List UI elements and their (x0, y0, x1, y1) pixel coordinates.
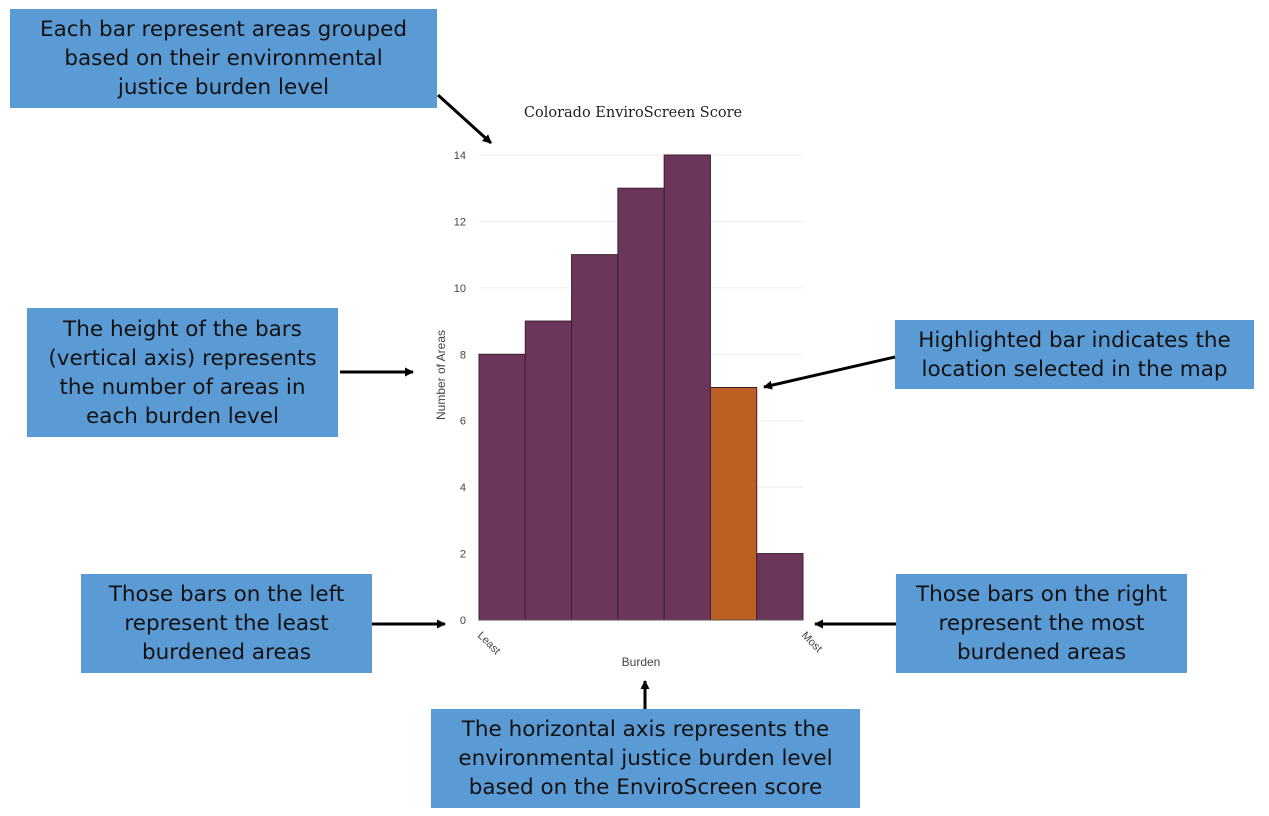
y-tick-label: 10 (454, 283, 466, 295)
bar (663, 154, 711, 621)
callout-line: burdened areas (141, 640, 312, 665)
callout-right-bars: Those bars on the right represent the mo… (896, 574, 1187, 673)
bars (478, 154, 804, 621)
callout-line: Those bars on the left (108, 582, 345, 607)
y-tick-label: 6 (460, 416, 466, 428)
callout-line: location selected in the map (921, 356, 1228, 382)
callout-line: justice burden level (117, 75, 330, 100)
x-axis-title: Burden (622, 655, 661, 669)
y-tick-label: 4 (460, 482, 466, 494)
callout-line: represent the least (124, 611, 329, 636)
bar (478, 353, 526, 621)
callout-line: based on their environmental (64, 46, 383, 71)
callout-line: each burden level (86, 403, 279, 429)
callout-left-bars: Those bars on the left represent the lea… (81, 574, 372, 673)
y-axis-ticks: 0 2 4 6 8 10 12 14 (454, 150, 466, 627)
y-tick-label: 8 (460, 349, 466, 361)
arrow-to-bars (436, 93, 493, 145)
y-tick-label: 2 (460, 549, 466, 561)
callout-horizontal-axis: The horizontal axis represents the envir… (431, 709, 860, 808)
callout-line: Those bars on the right (915, 582, 1168, 607)
callout-line: The height of the bars (63, 316, 302, 342)
x-tick-label-least: Least (475, 630, 503, 658)
y-axis-title: Number of Areas (434, 330, 448, 420)
x-tick-label-most: Most (799, 630, 824, 655)
callout-bars-grouped: Each bar represent areas grouped based o… (10, 9, 437, 108)
callout-line: Highlighted bar indicates the (918, 327, 1231, 353)
y-tick-label: 12 (454, 216, 466, 228)
callout-line: environmental justice burden level (458, 746, 833, 771)
callout-highlighted-bar: Highlighted bar indicates the location s… (895, 320, 1254, 389)
bar (571, 254, 619, 621)
chart-title: Colorado EnviroScreen Score (524, 105, 742, 121)
callout-line: based on the EnviroScreen score (468, 775, 823, 800)
callout-line: (vertical axis) represents (48, 345, 317, 371)
callout-line: burdened areas (956, 640, 1127, 665)
callout-line: The horizontal axis represents the (461, 717, 830, 742)
arrow-to-highlighted-bar (763, 355, 896, 390)
callout-line: the number of areas in (59, 374, 306, 400)
bar-highlighted (709, 387, 758, 621)
y-tick-label: 0 (460, 615, 466, 627)
y-tick-label: 14 (454, 150, 466, 162)
callout-line: Each bar represent areas grouped (40, 17, 407, 42)
callout-line: represent the most (938, 611, 1145, 636)
bar (524, 320, 573, 621)
callout-bar-height: The height of the bars (vertical axis) r… (27, 308, 338, 437)
bar (756, 553, 804, 621)
bar (617, 187, 665, 621)
